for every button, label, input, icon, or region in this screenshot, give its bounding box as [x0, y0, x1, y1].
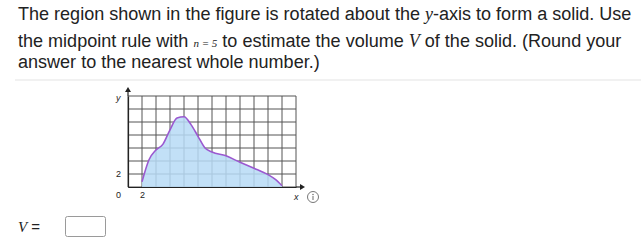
y-axis-title: y	[115, 93, 121, 103]
y-axis-line	[128, 97, 129, 188]
question-line: answer to the nearest whole number.)	[18, 52, 320, 72]
page: The region shown in the figure is rotate…	[0, 0, 641, 249]
question-line: The region shown in the figure is rotate…	[18, 4, 631, 24]
question-text: answer to the nearest whole number.)	[18, 52, 320, 72]
info-icon[interactable]	[308, 192, 319, 203]
grid-line-x	[142, 96, 143, 187]
answer-input[interactable]	[66, 217, 106, 237]
question-line: the midpoint rule with n = 5 to estimate…	[18, 31, 621, 51]
question-text: the midpoint rule with	[18, 31, 193, 51]
answer-label: V =	[18, 218, 40, 235]
x-axis: 02	[116, 187, 297, 200]
x-tick: 2	[140, 187, 145, 200]
grid-line-x	[282, 96, 283, 187]
info-dot	[312, 194, 314, 196]
x-axis-arrow	[300, 184, 305, 190]
y-axis: 2	[116, 97, 129, 188]
grid-line-y	[128, 109, 296, 110]
y-tick-label: 2	[116, 169, 121, 179]
question-text: -axis to form a solid. Use	[433, 4, 631, 24]
grid-line-x	[128, 96, 129, 187]
x-tick-label: 2	[140, 190, 145, 200]
x-tick: 0	[116, 187, 129, 200]
x-tick-label: 0	[116, 190, 121, 200]
grid-line-y	[128, 96, 296, 97]
answer-text: =	[27, 218, 40, 235]
question-text: of the solid. (Round your	[420, 31, 621, 51]
region-curve	[142, 117, 282, 186]
grid-line-y	[128, 148, 296, 149]
y-axis-arrow	[125, 87, 131, 92]
question-text: The region shown in the figure is rotate…	[18, 4, 425, 24]
plot-area	[142, 117, 282, 187]
math-text: n = 5	[193, 37, 217, 49]
x-axis-line	[129, 187, 297, 188]
y-tick: 2	[116, 169, 128, 179]
question-text: to estimate the volume	[217, 31, 408, 51]
region-area	[142, 117, 282, 187]
separator	[15, 80, 641, 81]
x-axis-title: x	[293, 192, 299, 202]
info-circle	[308, 192, 319, 203]
grid-line-x	[296, 96, 297, 187]
grid	[128, 96, 296, 187]
grid-line-y	[128, 122, 296, 123]
grid-line-y	[128, 135, 296, 136]
grid-line-x	[268, 96, 269, 187]
chart: 022yx	[115, 87, 305, 202]
info-stem	[312, 196, 313, 200]
